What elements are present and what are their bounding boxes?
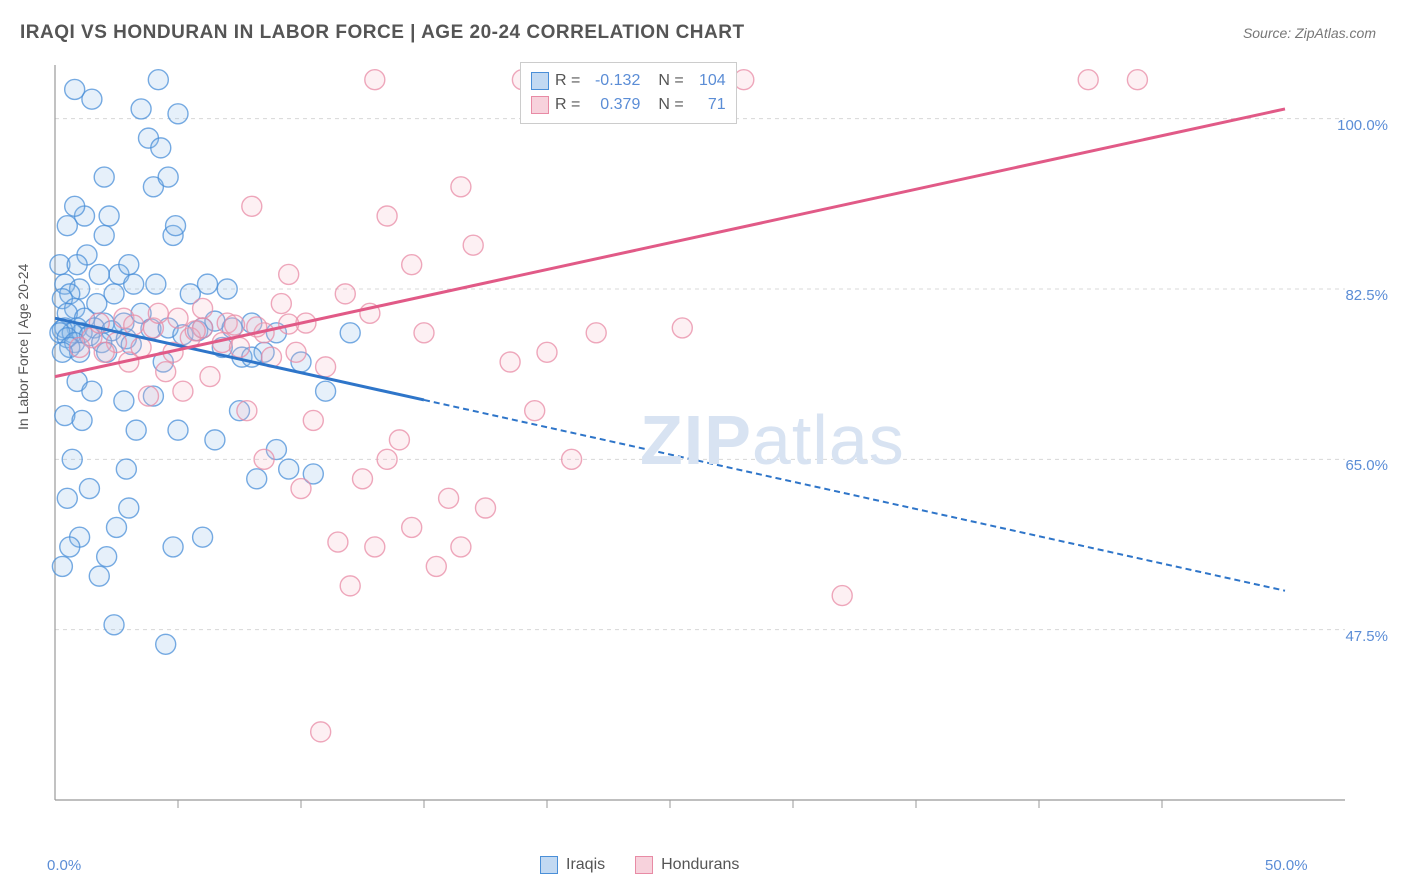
- y-axis-label: In Labor Force | Age 20-24: [15, 264, 31, 430]
- legend-series-item: Hondurans: [635, 856, 739, 874]
- plot-area: [45, 60, 1365, 820]
- chart-container: IRAQI VS HONDURAN IN LABOR FORCE | AGE 2…: [0, 0, 1406, 892]
- ytick-label: 65.0%: [1345, 457, 1388, 474]
- legend-stats-row: R =-0.132 N = 104: [531, 69, 726, 93]
- legend-swatch: [531, 96, 549, 114]
- n-label: N =: [658, 93, 683, 117]
- legend-series: Iraqis Hondurans: [540, 856, 739, 874]
- source-attribution: Source: ZipAtlas.com: [1243, 25, 1376, 41]
- r-value: 0.379: [586, 93, 640, 117]
- legend-swatch: [635, 856, 653, 874]
- r-value: -0.132: [586, 69, 640, 93]
- xtick-label: 50.0%: [1265, 857, 1308, 874]
- legend-stats-box: R =-0.132 N = 104 R =0.379 N = 71: [520, 62, 737, 124]
- legend-stats-row: R =0.379 N = 71: [531, 93, 726, 117]
- n-label: N =: [658, 69, 683, 93]
- legend-swatch: [540, 856, 558, 874]
- n-value: 104: [690, 69, 726, 93]
- legend-series-label: Iraqis: [566, 856, 605, 874]
- n-value: 71: [690, 93, 726, 117]
- r-label: R =: [555, 93, 580, 117]
- chart-title: IRAQI VS HONDURAN IN LABOR FORCE | AGE 2…: [20, 22, 745, 44]
- xtick-label: 0.0%: [47, 857, 81, 874]
- legend-series-item: Iraqis: [540, 856, 605, 874]
- ytick-label: 100.0%: [1337, 117, 1388, 134]
- chart-svg: [45, 60, 1365, 820]
- ytick-label: 47.5%: [1345, 628, 1388, 645]
- ytick-label: 82.5%: [1345, 287, 1388, 304]
- r-label: R =: [555, 69, 580, 93]
- legend-series-label: Hondurans: [661, 856, 739, 874]
- legend-swatch: [531, 72, 549, 90]
